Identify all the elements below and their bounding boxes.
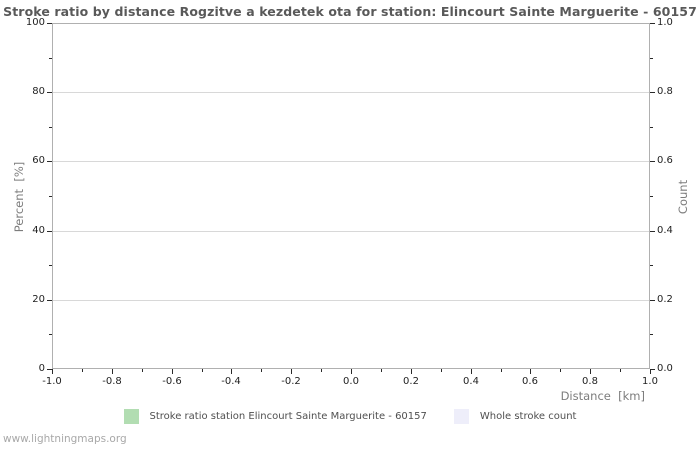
plot-area [52, 23, 650, 369]
left-axis-minor-tick [49, 58, 52, 59]
x-axis-tick-label: -0.2 [281, 376, 301, 387]
x-axis-minor-tick [202, 369, 203, 372]
left-axis-major-tick [47, 300, 52, 301]
left-axis-tick-label: 80 [32, 86, 45, 97]
x-axis-tick-label: 0.6 [522, 376, 538, 387]
right-axis-tick-label: 0.0 [657, 363, 673, 374]
left-axis-minor-tick [49, 265, 52, 266]
right-axis-major-tick [650, 300, 655, 301]
right-axis-tick-label: 0.8 [657, 86, 673, 97]
x-axis-minor-tick [620, 369, 621, 372]
x-axis-major-tick [112, 369, 113, 374]
right-axis-major-tick [650, 161, 655, 162]
x-axis-major-tick [291, 369, 292, 374]
gridline [53, 161, 649, 162]
left-axis-minor-tick [49, 127, 52, 128]
left-axis-major-tick [47, 231, 52, 232]
x-axis-tick-label: 0.2 [403, 376, 419, 387]
x-axis-tick-label: -0.8 [102, 376, 122, 387]
x-axis-major-tick [52, 369, 53, 374]
left-axis-minor-tick [49, 196, 52, 197]
gridline [53, 231, 649, 232]
x-axis-tick-label: -0.4 [221, 376, 241, 387]
right-axis-minor-tick [650, 265, 653, 266]
right-axis-tick-label: 0.6 [657, 155, 673, 166]
x-axis-major-tick [650, 369, 651, 374]
left-axis-tick-label: 60 [32, 155, 45, 166]
x-axis-minor-tick [381, 369, 382, 372]
x-axis-tick-label: 1.0 [642, 376, 658, 387]
x-axis-major-tick [590, 369, 591, 374]
right-axis-tick-label: 0.2 [657, 294, 673, 305]
x-axis-minor-tick [321, 369, 322, 372]
x-axis-tick-label: 0.0 [343, 376, 359, 387]
left-axis-major-tick [47, 369, 52, 370]
left-axis-title: Percent [%] [12, 161, 26, 233]
legend-spacer [438, 416, 443, 417]
right-axis-minor-tick [650, 334, 653, 335]
legend-label-whole-stroke-count: Whole stroke count [479, 411, 577, 422]
legend-swatch-stroke-ratio [123, 409, 139, 424]
x-axis-minor-tick [142, 369, 143, 372]
legend-swatch-whole-stroke-count [453, 409, 469, 424]
right-axis-major-tick [650, 92, 655, 93]
x-axis-minor-tick [441, 369, 442, 372]
watermark: www.lightningmaps.org [3, 433, 127, 445]
gridline [53, 300, 649, 301]
x-axis-tick-label: -0.6 [162, 376, 182, 387]
x-axis-major-tick [231, 369, 232, 374]
left-axis-major-tick [47, 161, 52, 162]
left-axis-tick-label: 100 [25, 17, 45, 28]
right-axis-tick-label: 1.0 [657, 17, 673, 28]
right-axis-minor-tick [650, 127, 653, 128]
x-axis-minor-tick [261, 369, 262, 372]
left-axis-major-tick [47, 92, 52, 93]
right-axis-minor-tick [650, 58, 653, 59]
x-axis-tick-label: 0.8 [582, 376, 598, 387]
x-axis-minor-tick [501, 369, 502, 372]
x-axis-major-tick [351, 369, 352, 374]
right-axis-major-tick [650, 231, 655, 232]
right-axis-major-tick [650, 369, 655, 370]
left-axis-minor-tick [49, 334, 52, 335]
x-axis-major-tick [172, 369, 173, 374]
chart-title: Stroke ratio by distance Rogzitve a kezd… [3, 4, 697, 19]
right-axis-major-tick [650, 23, 655, 24]
x-axis-major-tick [471, 369, 472, 374]
x-axis-minor-tick [560, 369, 561, 372]
right-axis-tick-label: 0.4 [657, 225, 673, 236]
left-axis-tick-label: 20 [32, 294, 45, 305]
left-axis-major-tick [47, 23, 52, 24]
legend-label-stroke-ratio: Stroke ratio station Elincourt Sainte Ma… [149, 411, 427, 422]
right-axis-title: Count [676, 179, 690, 215]
legend: Stroke ratio station Elincourt Sainte Ma… [0, 409, 700, 424]
x-axis-title: Distance [km] [560, 389, 645, 403]
x-axis-tick-label: -1.0 [42, 376, 62, 387]
right-axis-minor-tick [650, 196, 653, 197]
x-axis-tick-label: 0.4 [463, 376, 479, 387]
x-axis-major-tick [411, 369, 412, 374]
left-axis-tick-label: 0 [38, 363, 45, 374]
x-axis-major-tick [530, 369, 531, 374]
left-axis-tick-label: 40 [32, 225, 45, 236]
gridline [53, 92, 649, 93]
x-axis-minor-tick [82, 369, 83, 372]
